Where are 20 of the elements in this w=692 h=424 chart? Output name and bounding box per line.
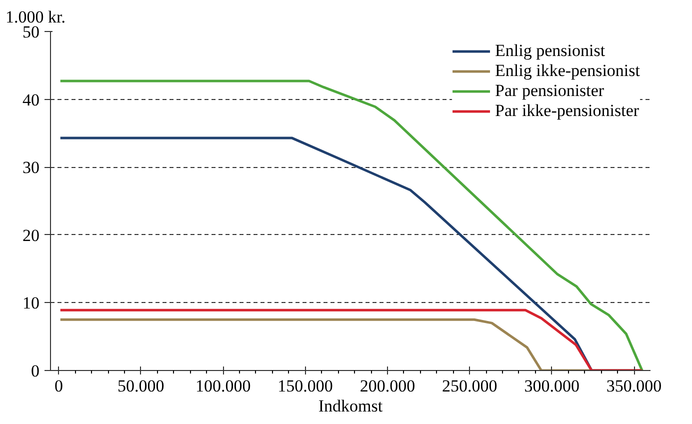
- y-tick-label: 20: [22, 226, 40, 245]
- line-series: [59, 308, 644, 370]
- line-series: [59, 80, 644, 370]
- y-tick-label: 10: [22, 294, 40, 313]
- y-tick-label: 30: [22, 158, 40, 178]
- legend-label: Par ikke-pensionister: [495, 101, 640, 121]
- x-tick-label: 350.000: [606, 376, 662, 396]
- legend-label: Par pensionister: [495, 81, 604, 101]
- y-tick-label: 0: [31, 362, 40, 380]
- x-tick-label: 0: [54, 376, 63, 396]
- legend-label: Enlig ikke-pensionist: [495, 61, 640, 81]
- legend-label: Enlig pensionist: [495, 41, 606, 61]
- x-tick-label: 200.000: [360, 376, 416, 396]
- x-axis-title: Indkomst: [318, 396, 383, 416]
- x-tick-label: 150.000: [278, 376, 333, 396]
- y-tick-label: 40: [22, 90, 40, 110]
- x-tick-label: 50.000: [118, 376, 164, 396]
- x-tick-label: 250.000: [442, 376, 498, 396]
- x-tick-label: 100.000: [195, 376, 251, 396]
- x-tick-label: 300.000: [524, 376, 580, 396]
